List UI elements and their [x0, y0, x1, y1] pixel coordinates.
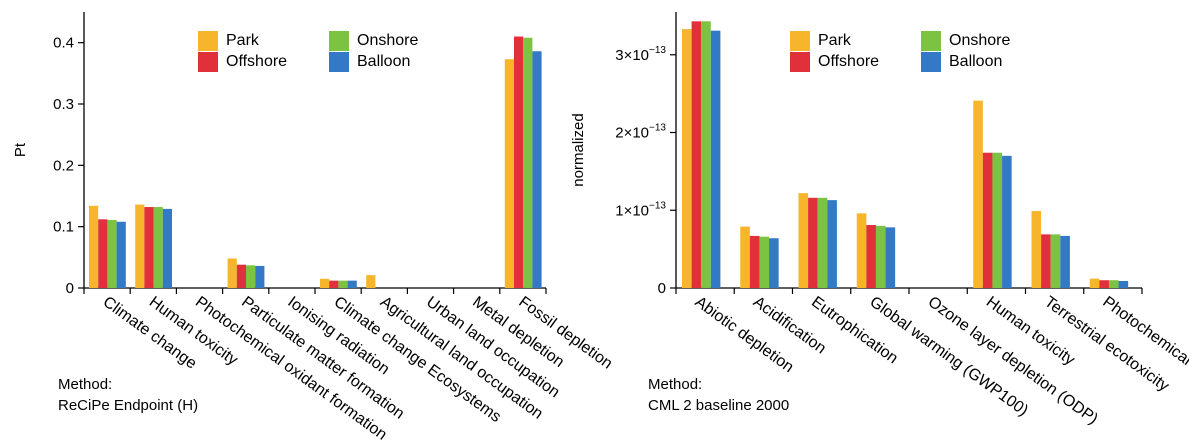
bar-park-fossil-depletion	[504, 59, 514, 288]
bars	[682, 21, 1129, 289]
bar-balloon-photochemical-oxidation	[1118, 281, 1129, 288]
legend-swatch-park	[198, 31, 218, 51]
bar-offshore-particulate-matter-formation	[236, 264, 246, 288]
bar-onshore-human-toxicity	[153, 207, 163, 288]
bar-onshore-particulate-matter-formation	[246, 265, 256, 288]
bar-offshore-fossil-depletion	[514, 36, 524, 289]
bar-offshore-acidification	[749, 235, 760, 288]
legend-label-onshore: Onshore	[949, 32, 1010, 49]
legend-swatch-offshore	[790, 52, 810, 72]
y-ticks: 0 0.1 0.2 0.3 0.4	[53, 35, 84, 297]
legend-label-balloon: Balloon	[949, 53, 1002, 70]
bar-balloon-eutrophication	[827, 200, 837, 288]
y-tick-label: 0.2	[53, 157, 74, 174]
bar-onshore-human-toxicity	[992, 152, 1003, 288]
bar-balloon-fossil-depletion	[532, 51, 542, 289]
legend-swatch-onshore	[921, 31, 941, 51]
bar-offshore-terrestrial-ecotoxicity	[1041, 234, 1051, 288]
bar-offshore-abiotic-depletion	[691, 21, 702, 288]
bar-park-abiotic-depletion	[682, 29, 692, 289]
bar-park-particulate-matter-formation	[227, 258, 237, 288]
bar-balloon-abiotic-depletion	[710, 30, 721, 289]
bar-balloon-acidification	[769, 238, 779, 288]
bar-onshore-photochemical-oxidation	[1108, 280, 1119, 288]
bar-offshore-global-warming-gwp100	[866, 225, 876, 288]
bar-balloon-human-toxicity	[1002, 155, 1012, 288]
y-axis-title: Pt	[12, 142, 29, 157]
bar-onshore-eutrophication	[817, 197, 828, 288]
x-ticks	[675, 288, 1143, 294]
bar-offshore-climate-change-ecosystems	[329, 280, 339, 288]
bar-park-acidification	[740, 226, 750, 288]
legend-label-offshore: Offshore	[226, 53, 287, 70]
bar-onshore-global-warming-gwp100	[875, 225, 886, 288]
bar-park-climate-change-ecosystems	[320, 278, 330, 288]
legend-swatch-balloon	[329, 52, 349, 72]
bar-balloon-climate-change	[116, 221, 126, 288]
bar-balloon-terrestrial-ecotoxicity	[1060, 235, 1070, 288]
legend-swatch-balloon	[921, 52, 941, 72]
x-ticks	[83, 288, 547, 294]
bar-onshore-fossil-depletion	[523, 37, 533, 289]
bars	[89, 36, 542, 289]
bar-park-terrestrial-ecotoxicity	[1031, 211, 1042, 288]
y-tick-label: 0	[66, 280, 74, 297]
bar-onshore-abiotic-depletion	[701, 21, 711, 288]
legend: Park Offshore Onshore Balloon	[198, 31, 418, 72]
bar-offshore-human-toxicity	[144, 207, 154, 288]
bar-park-global-warming-gwp100	[856, 213, 867, 288]
method-label: Method:	[58, 376, 112, 393]
bar-balloon-global-warming-gwp100	[885, 227, 896, 288]
y-tick-label: 0.1	[53, 219, 74, 236]
y-tick-label: 0	[658, 280, 666, 297]
legend-label-onshore: Onshore	[357, 32, 418, 49]
y-tick-label: 0.4	[53, 35, 74, 52]
y-tick-label: 0.3	[53, 96, 74, 113]
method-label: Method:	[648, 376, 702, 393]
y-tick-label: 2×10−13	[615, 123, 666, 142]
method-name: CML 2 baseline 2000	[648, 397, 789, 414]
legend-label-offshore: Offshore	[818, 53, 879, 70]
legend-label-park: Park	[818, 32, 852, 49]
bar-park-eutrophication	[798, 193, 809, 288]
method-name: ReCiPe Endpoint (H)	[58, 397, 198, 414]
legend-swatch-park	[790, 31, 810, 51]
bar-onshore-climate-change	[107, 219, 117, 288]
bar-offshore-climate-change	[98, 219, 108, 288]
chart-cml: 0 1×10−13 2×10−13 3×10−13 Abiotic depletion…	[570, 12, 1189, 428]
legend-label-park: Park	[226, 32, 260, 49]
bar-park-agricultural-land-occupation	[366, 275, 376, 288]
bar-balloon-human-toxicity	[162, 208, 172, 288]
bar-offshore-human-toxicity	[982, 152, 993, 288]
bar-balloon-climate-change-ecosystems	[347, 280, 357, 288]
bar-park-climate-change	[89, 205, 99, 288]
bar-onshore-climate-change-ecosystems	[338, 280, 348, 288]
bar-onshore-acidification	[759, 236, 770, 288]
legend-swatch-onshore	[329, 31, 349, 51]
bar-park-human-toxicity	[973, 100, 983, 289]
y-tick-label: 3×10−13	[615, 45, 666, 64]
legend-swatch-offshore	[198, 52, 218, 72]
bar-onshore-terrestrial-ecotoxicity	[1050, 234, 1061, 288]
legend: Park Offshore Onshore Balloon	[790, 31, 1010, 72]
legend-label-balloon: Balloon	[357, 53, 410, 70]
y-axis-title: normalized	[570, 113, 587, 186]
y-tick-label: 1×10−13	[615, 200, 666, 219]
y-ticks: 0 1×10−13 2×10−13 3×10−13	[615, 45, 676, 297]
bar-balloon-particulate-matter-formation	[255, 265, 265, 288]
bar-offshore-eutrophication	[808, 197, 818, 288]
bar-park-photochemical-oxidation	[1089, 278, 1100, 288]
bar-offshore-photochemical-oxidation	[1099, 280, 1109, 288]
x-category-label: Abiotic depletion	[692, 293, 797, 376]
bar-park-human-toxicity	[135, 204, 145, 288]
